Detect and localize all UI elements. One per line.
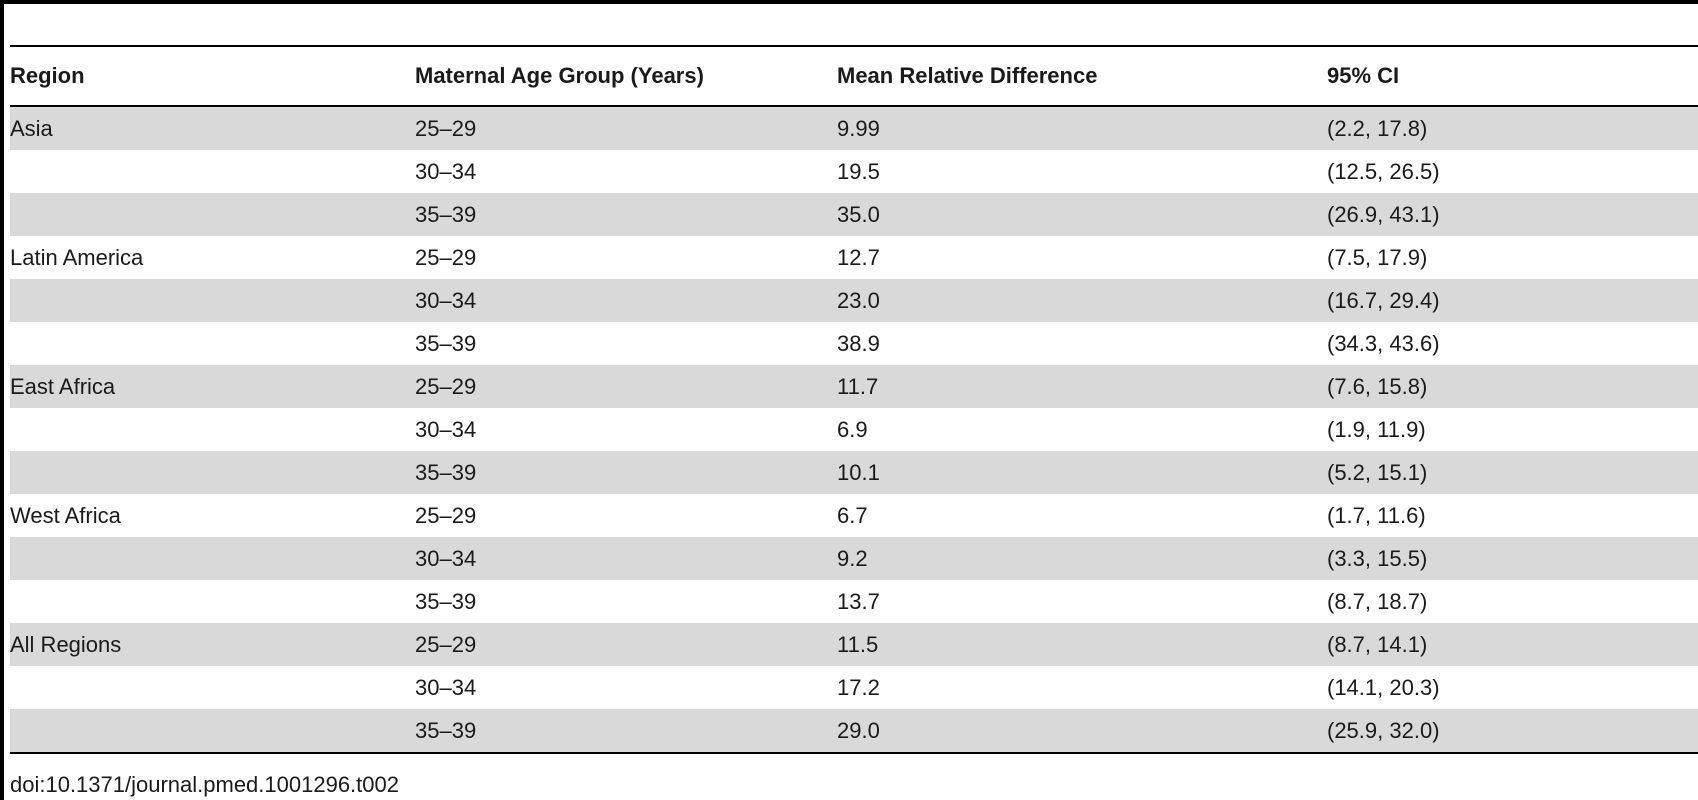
cell-mean-relative-difference: 13.7: [837, 580, 1327, 623]
cell-mean-relative-difference: 11.7: [837, 365, 1327, 408]
table-row: 35–39 13.7 (8.7, 18.7): [10, 580, 1698, 623]
cell-mean-relative-difference: 12.7: [837, 236, 1327, 279]
table-row: 30–34 23.0 (16.7, 29.4): [10, 279, 1698, 322]
table-container: Region Maternal Age Group (Years) Mean R…: [10, 45, 1698, 754]
table-row: 30–34 9.2 (3.3, 15.5): [10, 537, 1698, 580]
cell-mean-relative-difference: 11.5: [837, 623, 1327, 666]
cell-age-group: 35–39: [415, 322, 837, 365]
header-region: Region: [10, 47, 415, 107]
top-rule: [0, 0, 1698, 4]
cell-ci: (2.2, 17.8): [1327, 106, 1698, 150]
table-row: 35–39 10.1 (5.2, 15.1): [10, 451, 1698, 494]
cell-mean-relative-difference: 6.9: [837, 408, 1327, 451]
cell-ci: (1.9, 11.9): [1327, 408, 1698, 451]
cell-age-group: 30–34: [415, 408, 837, 451]
cell-region: [10, 279, 415, 322]
cell-ci: (34.3, 43.6): [1327, 322, 1698, 365]
cell-mean-relative-difference: 6.7: [837, 494, 1327, 537]
cell-ci: (25.9, 32.0): [1327, 709, 1698, 754]
cell-ci: (7.6, 15.8): [1327, 365, 1698, 408]
cell-mean-relative-difference: 35.0: [837, 193, 1327, 236]
cell-ci: (8.7, 14.1): [1327, 623, 1698, 666]
cell-region: All Regions: [10, 623, 415, 666]
cell-ci: (12.5, 26.5): [1327, 150, 1698, 193]
cell-ci: (5.2, 15.1): [1327, 451, 1698, 494]
cell-ci: (14.1, 20.3): [1327, 666, 1698, 709]
table-row: 30–34 19.5 (12.5, 26.5): [10, 150, 1698, 193]
table-header-row: Region Maternal Age Group (Years) Mean R…: [10, 47, 1698, 107]
cell-mean-relative-difference: 29.0: [837, 709, 1327, 754]
cell-age-group: 30–34: [415, 150, 837, 193]
doi-caption: doi:10.1371/journal.pmed.1001296.t002: [10, 772, 399, 797]
table-row: 30–34 6.9 (1.9, 11.9): [10, 408, 1698, 451]
table-row: 35–39 29.0 (25.9, 32.0): [10, 709, 1698, 754]
table-row: 35–39 35.0 (26.9, 43.1): [10, 193, 1698, 236]
header-ci: 95% CI: [1327, 47, 1698, 107]
data-table: Region Maternal Age Group (Years) Mean R…: [10, 47, 1698, 754]
cell-region: [10, 580, 415, 623]
cell-region: West Africa: [10, 494, 415, 537]
cell-age-group: 35–39: [415, 709, 837, 754]
cell-region: East Africa: [10, 365, 415, 408]
cell-ci: (7.5, 17.9): [1327, 236, 1698, 279]
cell-ci: (8.7, 18.7): [1327, 580, 1698, 623]
cell-mean-relative-difference: 23.0: [837, 279, 1327, 322]
cell-age-group: 25–29: [415, 365, 837, 408]
table-row: 35–39 38.9 (34.3, 43.6): [10, 322, 1698, 365]
cell-region: Asia: [10, 106, 415, 150]
cell-region: [10, 322, 415, 365]
cell-mean-relative-difference: 38.9: [837, 322, 1327, 365]
cell-region: Latin America: [10, 236, 415, 279]
header-age-group: Maternal Age Group (Years): [415, 47, 837, 107]
table-row: 30–34 17.2 (14.1, 20.3): [10, 666, 1698, 709]
table-row: West Africa 25–29 6.7 (1.7, 11.6): [10, 494, 1698, 537]
cell-region: [10, 709, 415, 754]
left-rule: [0, 0, 4, 800]
cell-age-group: 25–29: [415, 623, 837, 666]
cell-ci: (16.7, 29.4): [1327, 279, 1698, 322]
table-row: East Africa 25–29 11.7 (7.6, 15.8): [10, 365, 1698, 408]
cell-age-group: 25–29: [415, 106, 837, 150]
cell-age-group: 35–39: [415, 451, 837, 494]
table-body: Asia 25–29 9.99 (2.2, 17.8) 30–34 19.5 (12.5, …: [10, 106, 1698, 754]
cell-region: [10, 150, 415, 193]
cell-ci: (3.3, 15.5): [1327, 537, 1698, 580]
cell-mean-relative-difference: 17.2: [837, 666, 1327, 709]
cell-age-group: 25–29: [415, 236, 837, 279]
cell-age-group: 30–34: [415, 279, 837, 322]
table-row: All Regions 25–29 11.5 (8.7, 14.1): [10, 623, 1698, 666]
cell-mean-relative-difference: 10.1: [837, 451, 1327, 494]
cell-mean-relative-difference: 9.2: [837, 537, 1327, 580]
table-top-rule: [10, 45, 1698, 47]
cell-age-group: 30–34: [415, 537, 837, 580]
header-mean-relative-difference: Mean Relative Difference: [837, 47, 1327, 107]
table-row: Latin America 25–29 12.7 (7.5, 17.9): [10, 236, 1698, 279]
cell-ci: (1.7, 11.6): [1327, 494, 1698, 537]
cell-region: [10, 666, 415, 709]
cell-region: [10, 537, 415, 580]
cell-region: [10, 408, 415, 451]
cell-age-group: 35–39: [415, 580, 837, 623]
cell-mean-relative-difference: 19.5: [837, 150, 1327, 193]
table-row: Asia 25–29 9.99 (2.2, 17.8): [10, 106, 1698, 150]
cell-age-group: 30–34: [415, 666, 837, 709]
cell-ci: (26.9, 43.1): [1327, 193, 1698, 236]
cell-mean-relative-difference: 9.99: [837, 106, 1327, 150]
cell-age-group: 25–29: [415, 494, 837, 537]
cell-age-group: 35–39: [415, 193, 837, 236]
cell-region: [10, 193, 415, 236]
cell-region: [10, 451, 415, 494]
